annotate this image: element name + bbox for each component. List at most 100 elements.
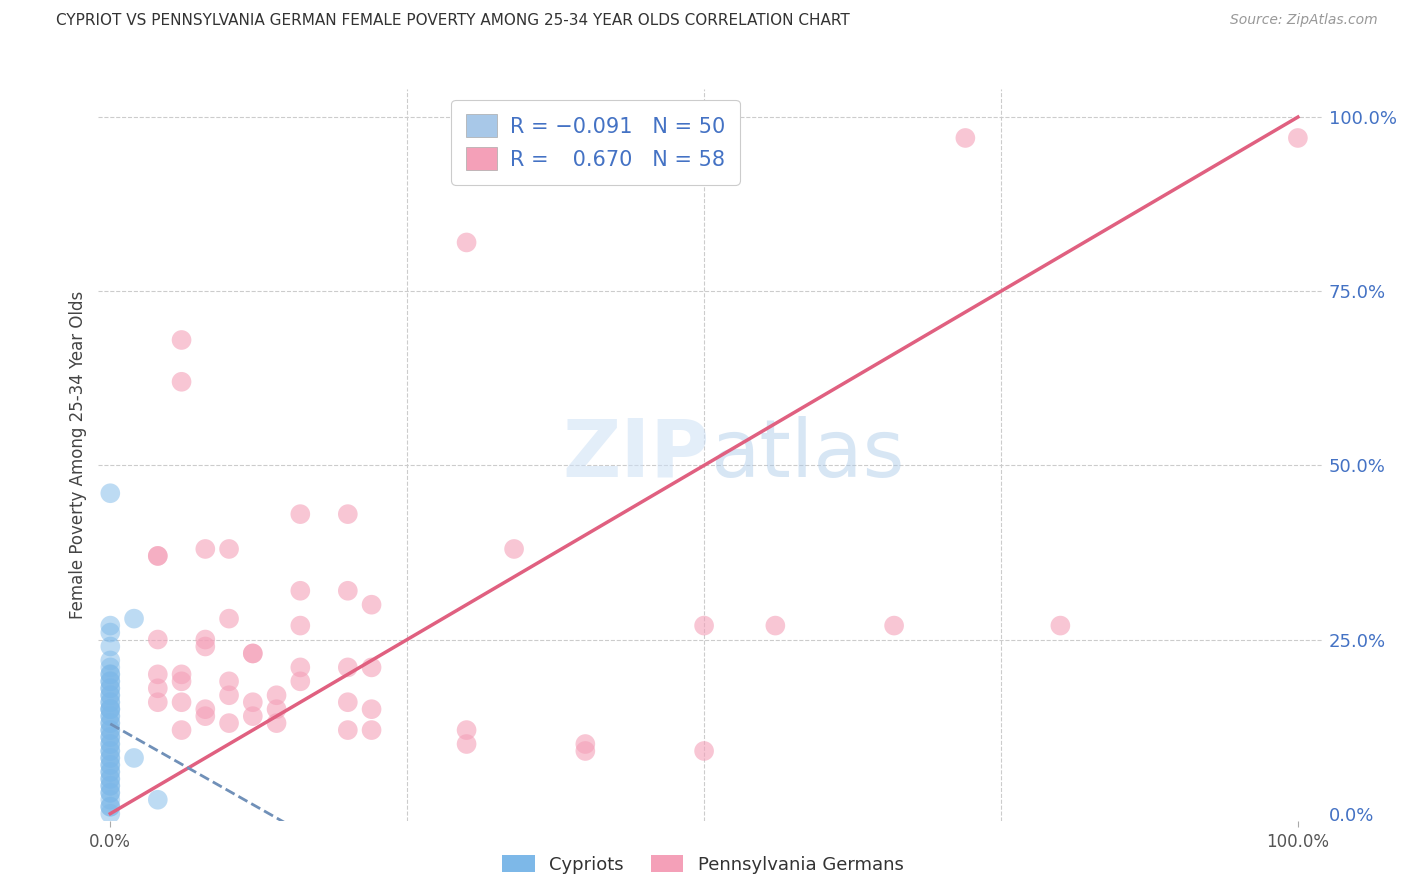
- Point: [194, 640, 217, 654]
- Point: [218, 541, 240, 556]
- Point: [98, 625, 121, 640]
- Point: [98, 640, 121, 654]
- Point: [242, 647, 264, 661]
- Point: [98, 799, 121, 814]
- Point: [456, 131, 478, 145]
- Point: [170, 723, 193, 737]
- Point: [266, 716, 288, 731]
- Point: [98, 786, 121, 800]
- Point: [98, 702, 121, 716]
- Text: atlas: atlas: [710, 416, 904, 494]
- Point: [336, 660, 359, 674]
- Point: [98, 695, 121, 709]
- Point: [98, 709, 121, 723]
- Point: [122, 612, 145, 626]
- Point: [98, 730, 121, 744]
- Point: [146, 632, 169, 647]
- Point: [98, 730, 121, 744]
- Point: [763, 618, 786, 632]
- Point: [98, 486, 121, 500]
- Point: [290, 507, 312, 521]
- Point: [242, 709, 264, 723]
- Point: [1049, 618, 1071, 632]
- Point: [574, 744, 596, 758]
- Point: [456, 737, 478, 751]
- Point: [218, 716, 240, 731]
- Point: [98, 737, 121, 751]
- Point: [98, 779, 121, 793]
- Point: [98, 779, 121, 793]
- Point: [574, 737, 596, 751]
- Point: [98, 723, 121, 737]
- Point: [98, 737, 121, 751]
- Point: [98, 793, 121, 807]
- Point: [98, 764, 121, 779]
- Point: [290, 674, 312, 689]
- Point: [98, 806, 121, 821]
- Point: [170, 667, 193, 681]
- Point: [242, 647, 264, 661]
- Text: ZIP: ZIP: [562, 416, 710, 494]
- Point: [98, 674, 121, 689]
- Point: [98, 772, 121, 786]
- Point: [98, 688, 121, 702]
- Point: [146, 667, 169, 681]
- Point: [98, 709, 121, 723]
- Point: [170, 375, 193, 389]
- Point: [218, 612, 240, 626]
- Point: [360, 702, 382, 716]
- Point: [146, 681, 169, 696]
- Point: [98, 751, 121, 765]
- Point: [98, 688, 121, 702]
- Point: [336, 583, 359, 598]
- Point: [194, 709, 217, 723]
- Point: [336, 723, 359, 737]
- Point: [146, 549, 169, 563]
- Legend: R = −0.091   N = 50, R =    0.670   N = 58: R = −0.091 N = 50, R = 0.670 N = 58: [451, 100, 740, 185]
- Point: [290, 618, 312, 632]
- Point: [456, 723, 478, 737]
- Point: [98, 667, 121, 681]
- Point: [98, 695, 121, 709]
- Point: [98, 681, 121, 696]
- Point: [955, 131, 977, 145]
- Point: [194, 541, 217, 556]
- Point: [170, 674, 193, 689]
- Point: [98, 653, 121, 667]
- Point: [503, 541, 526, 556]
- Point: [98, 702, 121, 716]
- Text: Source: ZipAtlas.com: Source: ZipAtlas.com: [1230, 13, 1378, 28]
- Point: [336, 507, 359, 521]
- Point: [218, 674, 240, 689]
- Point: [360, 723, 382, 737]
- Point: [146, 695, 169, 709]
- Point: [98, 667, 121, 681]
- Point: [693, 744, 716, 758]
- Point: [98, 723, 121, 737]
- Y-axis label: Female Poverty Among 25-34 Year Olds: Female Poverty Among 25-34 Year Olds: [69, 291, 87, 619]
- Point: [170, 333, 193, 347]
- Point: [170, 695, 193, 709]
- Point: [194, 702, 217, 716]
- Point: [218, 688, 240, 702]
- Point: [98, 744, 121, 758]
- Point: [98, 799, 121, 814]
- Point: [98, 618, 121, 632]
- Point: [360, 660, 382, 674]
- Point: [336, 695, 359, 709]
- Point: [98, 716, 121, 731]
- Point: [98, 751, 121, 765]
- Point: [122, 751, 145, 765]
- Point: [290, 583, 312, 598]
- Point: [98, 744, 121, 758]
- Point: [1286, 131, 1309, 145]
- Point: [146, 549, 169, 563]
- Point: [98, 758, 121, 772]
- Point: [693, 618, 716, 632]
- Text: CYPRIOT VS PENNSYLVANIA GERMAN FEMALE POVERTY AMONG 25-34 YEAR OLDS CORRELATION : CYPRIOT VS PENNSYLVANIA GERMAN FEMALE PO…: [56, 13, 851, 29]
- Point: [290, 660, 312, 674]
- Point: [360, 598, 382, 612]
- Point: [98, 702, 121, 716]
- Point: [98, 772, 121, 786]
- Point: [98, 786, 121, 800]
